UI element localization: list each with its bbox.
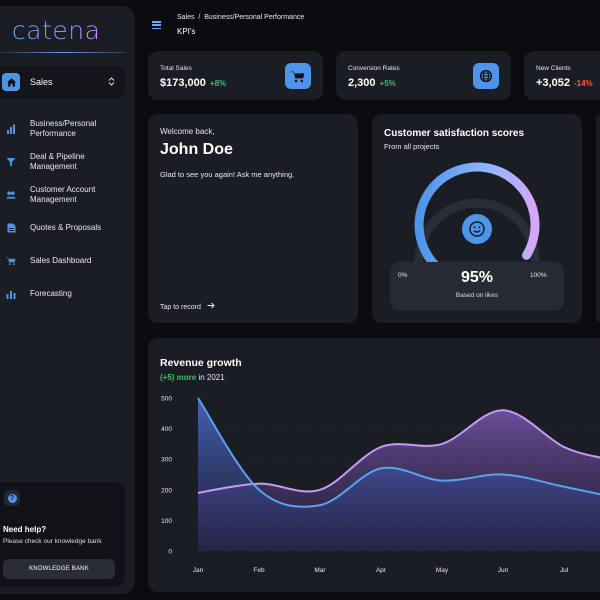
cart-icon xyxy=(6,256,16,266)
satisfaction-card: Customer satisfaction scores From all pr… xyxy=(372,114,582,323)
sidebar-item-label: Quotes & Proposals xyxy=(30,223,102,232)
globe-icon xyxy=(473,63,499,89)
smile-icon xyxy=(462,214,492,244)
document-icon xyxy=(6,223,16,233)
users-icon xyxy=(6,190,16,200)
sidebar-item-label: Sales Dashboard xyxy=(30,256,92,265)
x-tick-label: Apr xyxy=(376,567,387,574)
tap-to-record-link[interactable]: Tap to record xyxy=(160,302,215,311)
series-line xyxy=(197,397,600,508)
home-icon xyxy=(2,73,20,91)
funnel-icon xyxy=(6,157,16,167)
revenue-suffix: in 2021 xyxy=(196,373,225,382)
welcome-message: Glad to see you again! Ask me anything. xyxy=(160,170,295,179)
revenue-card: Revenue growth (+5) more in 2021 0 100 200… xyxy=(148,338,600,592)
welcome-card: Welcome back, John Doe Glad to see you a… xyxy=(148,114,358,323)
revenue-chart: 0 100 200 300 400 500 Jan Feb Mar Apr May Jun Jul xyxy=(161,396,600,574)
y-tick-label: 100 xyxy=(161,518,172,525)
question-icon: ? xyxy=(4,490,20,506)
cart-icon xyxy=(285,63,311,89)
sidebar-item-sales-dashboard[interactable]: Sales Dashboard xyxy=(0,250,135,272)
sidebar-item-label: Customer Account Management xyxy=(30,185,96,204)
stat-value-row: 2,300 +5% xyxy=(348,77,396,89)
x-tick-label: Mar xyxy=(314,567,326,574)
gauge-min-label: 0% xyxy=(398,272,408,279)
satisfaction-percent-label: Based on likes xyxy=(455,292,499,299)
sidebar-item-deal-pipeline[interactable]: Deal & Pipeline Management xyxy=(0,151,135,173)
app-logo[interactable]: catena xyxy=(12,16,101,45)
revenue-highlight: (+5) more xyxy=(160,373,197,382)
sidebar-item-forecasting[interactable]: Forecasting xyxy=(0,283,135,305)
stat-change: +5% xyxy=(379,79,396,88)
y-tick-label: 400 xyxy=(161,426,172,433)
welcome-greeting: Welcome back, xyxy=(160,127,215,136)
bar-chart-icon xyxy=(6,289,16,299)
y-tick-label: 500 xyxy=(161,396,172,403)
stat-card-total-sales: Total Sales $173,000 +8% xyxy=(148,51,323,100)
breadcrumb[interactable]: Sales / Business/Personal Performance xyxy=(177,14,305,21)
help-panel: ? Need help? Please check our knowledge … xyxy=(0,482,125,587)
stat-label: New Clients xyxy=(536,65,571,72)
sidebar-item-business-performance[interactable]: Business/Personal Performance xyxy=(0,118,135,140)
x-tick-label: Jul xyxy=(560,567,569,574)
x-tick-label: Feb xyxy=(253,567,265,574)
satisfaction-title: Customer satisfaction scores xyxy=(384,128,525,139)
stat-card-conversion-rates: Conversion Rates 2,300 +5% xyxy=(336,51,511,100)
sidebar-item-label: Forecasting xyxy=(30,289,72,298)
stat-change: +8% xyxy=(209,79,227,88)
revenue-title: Revenue growth xyxy=(160,357,242,369)
help-title: Need help? xyxy=(3,525,47,534)
sidebar: catena Sales Business/Personal Performan… xyxy=(0,6,135,594)
satisfaction-subtitle: From all projects xyxy=(384,142,440,151)
revenue-subtitle: (+5) more in 2021 xyxy=(160,373,225,382)
help-text: Please check our knowledge bank xyxy=(3,538,102,545)
stat-value-row: +3,052 -14% xyxy=(536,77,593,89)
x-tick-label: May xyxy=(436,567,449,574)
gauge-max-label: 100% xyxy=(530,272,547,279)
y-tick-label: 200 xyxy=(161,487,172,494)
stat-value: $173,000 xyxy=(160,77,206,89)
page-title: KPI's xyxy=(177,27,196,36)
series-area xyxy=(198,398,600,551)
stat-value-row: $173,000 +8% xyxy=(160,77,226,89)
satisfaction-gauge xyxy=(414,162,540,271)
sidebar-item-customer-accounts[interactable]: Customer Account Management xyxy=(0,184,135,206)
sidebar-item-quotes-proposals[interactable]: Quotes & Proposals xyxy=(0,217,135,239)
section-selector-label: Sales xyxy=(30,77,53,87)
tap-to-record-label: Tap to record xyxy=(160,304,201,311)
x-tick-label: Jun xyxy=(498,567,509,574)
sidebar-item-label: Deal & Pipeline Management xyxy=(30,152,85,171)
y-tick-label: 300 xyxy=(161,457,172,464)
partial-card xyxy=(596,114,600,323)
series-line xyxy=(197,409,600,494)
logo-divider xyxy=(0,52,126,53)
satisfaction-score-box: 95% Based on likes xyxy=(390,262,564,311)
stat-change: -14% xyxy=(573,79,593,88)
sidebar-nav: Business/Personal Performance Deal & Pip… xyxy=(0,118,135,316)
menu-icon[interactable] xyxy=(152,21,161,29)
stat-value: +3,052 xyxy=(536,77,570,89)
section-selector[interactable]: Sales xyxy=(0,66,125,98)
x-tick-label: Jan xyxy=(193,567,204,574)
stat-label: Total Sales xyxy=(160,65,192,72)
user-name: John Doe xyxy=(160,141,233,158)
arrow-right-icon xyxy=(203,302,215,311)
bar-chart-icon xyxy=(6,124,16,134)
y-tick-label: 0 xyxy=(168,549,172,556)
stat-value: 2,300 xyxy=(348,77,376,89)
knowledge-bank-button[interactable]: KNOWLEDGE BANK xyxy=(3,559,115,579)
sidebar-item-label: Business/Personal Performance xyxy=(30,119,97,138)
stat-card-new-clients: New Clients +3,052 -14% xyxy=(524,51,600,100)
stat-label: Conversion Rates xyxy=(348,65,400,72)
satisfaction-percent: 95% xyxy=(460,269,494,286)
chevron-up-down-icon xyxy=(108,76,115,88)
